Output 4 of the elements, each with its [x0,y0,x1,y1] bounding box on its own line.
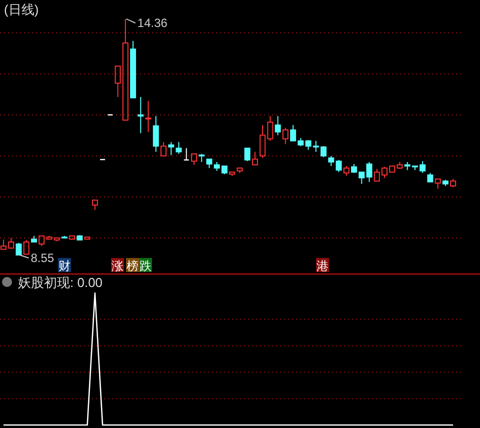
chart-title: 妖股初现: 0.00 [18,275,103,290]
annotation: 14.36 [137,16,168,30]
chart-title: (日线) [4,2,39,17]
annotation: 8.55 [30,251,54,265]
